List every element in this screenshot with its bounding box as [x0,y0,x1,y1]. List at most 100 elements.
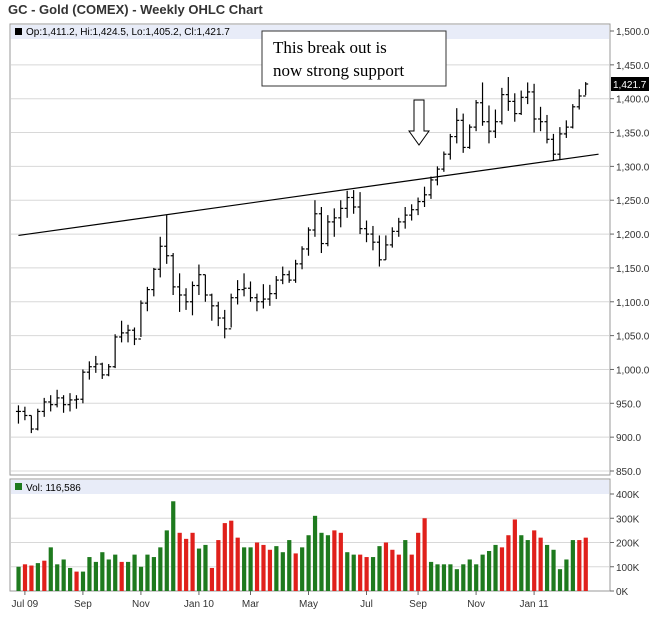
ohlc-bar [119,320,125,343]
ohlc-bar [402,207,408,229]
volume-bar [570,540,575,591]
ohlc-bar [325,215,331,247]
ohlc-bar [396,217,402,237]
price-tick-label: 1,200.0 [616,230,650,241]
volume-bar [325,535,331,591]
ohlc-bar [151,267,157,297]
volume-bars [16,501,588,591]
ohlc-bar [228,293,234,330]
volume-bar [235,537,240,591]
annotation-line-1: This break out is [273,38,387,57]
price-tick-label: 850.0 [616,467,641,478]
ohlc-bar [54,389,60,408]
ohlc-readout: Op:1,411.2, Hi:1,424.5, Lo:1,405.2, Cl:1… [26,27,230,38]
ohlc-bar [486,105,492,144]
volume-bar [532,530,537,591]
volume-bar [493,544,498,591]
ohlc-bar [467,124,473,149]
volume-bar [16,566,21,591]
volume-tick-label: 200K [616,539,640,550]
volume-bar [403,540,408,591]
volume-bar [177,532,182,591]
volume-bar [300,547,305,591]
volume-bar [544,544,550,591]
volume-bar [383,542,389,591]
ohlc-bar [99,362,105,379]
ohlc-bar [293,259,299,283]
volume-bar [254,542,260,591]
annotation-box [261,30,447,87]
ohlc-bar [235,280,241,305]
volume-bar [474,564,479,591]
ohlc-bar [364,220,370,243]
volume-bar [448,564,453,591]
ohlc-bar [86,361,92,380]
price-bars [15,77,589,434]
volume-bar [171,501,176,591]
x-tick-label: May [299,599,318,610]
volume-axis: 0K 100K 200K 300K 400K [610,490,640,598]
ohlc-bar [15,405,21,424]
arrow-down-icon [408,99,430,146]
volume-bar [287,540,292,591]
volume-bar [261,544,266,591]
x-tick-label: Jul [360,599,373,610]
volume-bar [312,515,318,591]
volume-bar [409,554,414,591]
volume-bar [538,537,543,591]
ohlc-bar [428,176,434,199]
volume-bar [486,550,492,591]
ohlc-bar [357,192,363,235]
volume-bar [306,535,311,591]
last-value-tag [611,77,649,91]
ohlc-bar [196,264,202,295]
volume-bar [583,537,588,591]
volume-bar [196,548,202,591]
ohlc-bar [576,89,582,110]
ohlc-bar [22,406,28,421]
ohlc-bar [299,246,305,270]
ohlc-bar [499,87,505,125]
ohlc-bar [473,100,479,132]
volume-bar [332,530,337,591]
volume-legend-swatch [15,483,22,490]
ohlc-bar [331,208,337,237]
ohlc-bar [35,408,41,431]
ohlc-bar [376,235,382,267]
volume-bar [132,554,137,591]
volume-bar [351,554,356,591]
x-tick-label: Jan 11 [519,599,549,610]
volume-bar [506,535,511,591]
x-tick-label: Sep [409,599,427,610]
ohlc-bar [80,369,86,404]
ohlc-bar [273,276,279,300]
ohlc-bar [286,270,292,283]
ohlc-bar [383,235,389,261]
ohlc-bar [280,266,286,285]
price-grid [11,64,609,472]
ohlc-bar [389,227,395,248]
volume-tick-label: 100K [616,563,640,574]
volume-bar [441,564,447,591]
volume-bar [467,559,472,591]
volume-bar [209,567,215,591]
volume-bar [138,566,144,591]
ohlc-legend-swatch [15,28,22,35]
volume-bar [126,561,131,591]
volume-bar [158,547,163,591]
ohlc-bar [460,113,466,153]
volume-bar [22,564,28,591]
volume-bar [93,561,98,591]
volume-bar [184,538,189,591]
volume-bar [499,547,505,591]
ohlc-bar [415,197,421,216]
ohlc-bar [209,293,215,321]
ohlc-bar [370,225,376,251]
x-tick-label: Nov [467,599,485,610]
ohlc-bar [48,395,54,412]
ohlc-bar [222,309,228,339]
volume-bar [461,564,466,591]
price-tick-label: 1,250.0 [616,196,650,207]
volume-bar [80,571,86,591]
volume-bar [435,564,440,591]
